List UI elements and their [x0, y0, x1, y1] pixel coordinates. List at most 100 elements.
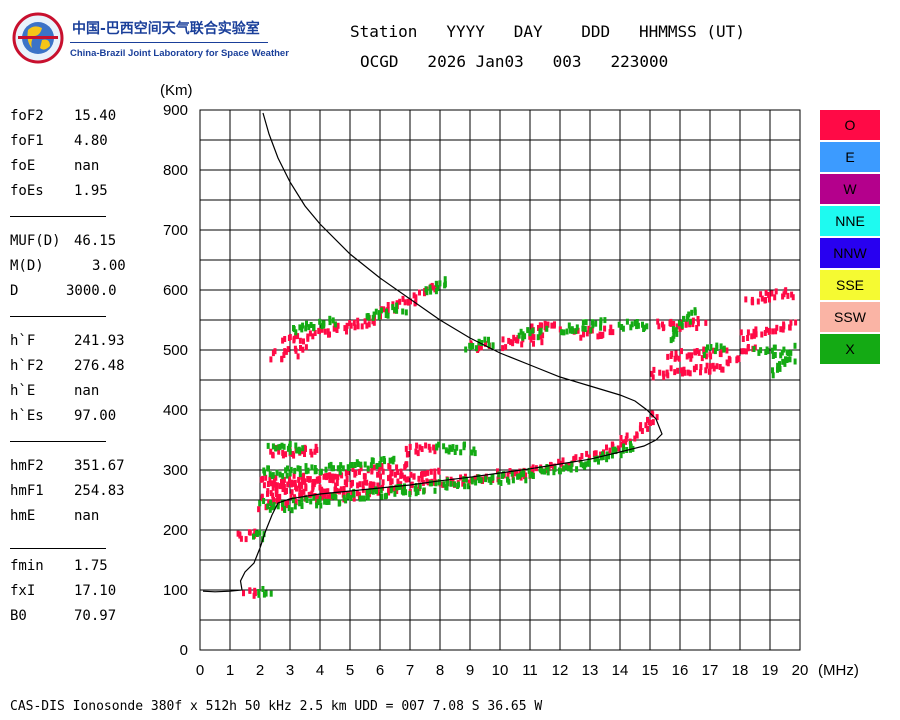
x-tick-label: 5 — [346, 662, 354, 679]
param-value: 1.75 — [74, 558, 108, 574]
legend-item-o: O — [820, 110, 880, 140]
echo-mark-x — [785, 357, 789, 363]
echo-mark-o — [271, 484, 275, 491]
echo-mark-o — [242, 590, 245, 597]
echo-mark-x — [292, 325, 295, 331]
echo-mark-x — [675, 330, 679, 337]
echo-mark-o — [765, 326, 768, 333]
echo-mark-x — [789, 349, 793, 356]
echo-mark-x — [369, 462, 373, 469]
echo-mark-o — [282, 352, 286, 358]
echo-mark-x — [766, 348, 770, 355]
echo-mark-x — [530, 471, 534, 478]
param-label: h`E — [10, 383, 36, 399]
echo-mark-o — [372, 319, 376, 326]
echo-mark-x — [414, 490, 418, 497]
x-tick-label: 11 — [522, 662, 538, 679]
echo-mark-x — [546, 464, 550, 471]
echo-mark-x — [594, 320, 598, 327]
echo-mark-x — [274, 445, 278, 452]
echo-mark-x — [470, 449, 474, 456]
echo-mark-o — [719, 351, 723, 358]
echo-mark-x — [569, 327, 572, 334]
echo-mark-o — [336, 322, 340, 329]
echo-mark-o — [418, 444, 422, 451]
echo-mark-o — [756, 298, 760, 305]
echo-mark-x — [562, 465, 566, 472]
echo-mark-o — [579, 334, 583, 341]
echo-mark-o — [420, 476, 424, 483]
lab-name-chinese: 中国-巴西空间天气联合实验室 — [72, 21, 260, 37]
echo-mark-x — [438, 280, 442, 287]
echo-mark-x — [669, 337, 673, 344]
y-tick-label: 800 — [163, 162, 188, 179]
echo-mark-o — [484, 340, 487, 347]
echo-mark-o — [662, 374, 666, 381]
echo-mark-o — [608, 329, 612, 336]
echo-mark-o — [781, 326, 785, 333]
echo-mark-o — [294, 484, 298, 491]
echo-mark-o — [700, 355, 704, 362]
param-value: nan — [74, 508, 100, 524]
param-label: h`Es — [10, 408, 44, 424]
echo-mark-o — [269, 480, 273, 487]
echo-mark-o — [425, 478, 429, 485]
echo-mark-x — [484, 476, 488, 483]
echo-mark-o — [557, 458, 561, 465]
echo-mark-x — [289, 466, 293, 473]
param-label: hmE — [10, 508, 36, 524]
echo-mark-o — [652, 366, 656, 373]
echo-mark-x — [709, 344, 713, 350]
param-value: 351.67 — [74, 458, 125, 474]
echo-mark-x — [327, 462, 331, 469]
echo-mark-x — [497, 478, 501, 485]
echo-mark-o — [775, 324, 779, 331]
echo-mark-x — [570, 461, 574, 468]
echo-mark-x — [395, 307, 399, 314]
echo-mark-o — [278, 493, 282, 500]
echo-mark-x — [347, 492, 350, 499]
echo-mark-o — [409, 471, 413, 478]
echo-mark-o — [313, 448, 317, 455]
echo-mark-o — [336, 474, 340, 481]
echo-mark-x — [436, 285, 440, 292]
echo-mark-o — [541, 332, 545, 339]
echo-mark-o — [694, 364, 698, 371]
echo-mark-o — [598, 331, 602, 338]
echo-mark-o — [501, 345, 505, 352]
echo-mark-o — [603, 325, 607, 332]
echo-mark-o — [658, 369, 662, 376]
echo-mark-o — [709, 353, 713, 360]
echo-mark-o — [782, 323, 786, 330]
echo-mark-x — [702, 352, 706, 358]
echo-mark-x — [366, 313, 370, 319]
echo-mark-o — [426, 469, 430, 476]
echo-mark-o — [543, 320, 547, 327]
echo-mark-x — [442, 481, 446, 488]
echo-mark-o — [414, 294, 418, 301]
echo-mark-o — [264, 474, 268, 481]
echo-mark-x — [591, 322, 595, 329]
echo-mark-x — [269, 500, 273, 506]
echo-mark-x — [783, 360, 787, 367]
echo-mark-o — [345, 328, 348, 335]
echo-mark-x — [271, 443, 275, 450]
echo-mark-x — [365, 489, 369, 496]
header-values: OCGD 2026 Jan03 003 223000 — [360, 52, 669, 71]
echo-mark-o — [312, 481, 316, 488]
lab-logo: 中国-巴西空间天气联合实验室 China-Brazil Joint Labora… — [12, 12, 289, 66]
echo-mark-o — [294, 333, 298, 340]
echo-mark-x — [359, 461, 363, 468]
echo-mark-x — [252, 533, 255, 540]
x-tick-label: 2 — [256, 662, 264, 679]
echo-mark-x — [414, 483, 418, 489]
echo-mark-o — [320, 326, 324, 333]
echo-mark-o — [376, 489, 380, 496]
echo-mark-o — [273, 348, 277, 355]
echo-mark-o — [669, 365, 673, 372]
echo-mark-x — [372, 311, 376, 318]
echo-mark-x — [418, 483, 422, 490]
echo-mark-x — [293, 467, 297, 474]
echo-mark-x — [280, 500, 284, 507]
echo-mark-o — [788, 324, 792, 331]
